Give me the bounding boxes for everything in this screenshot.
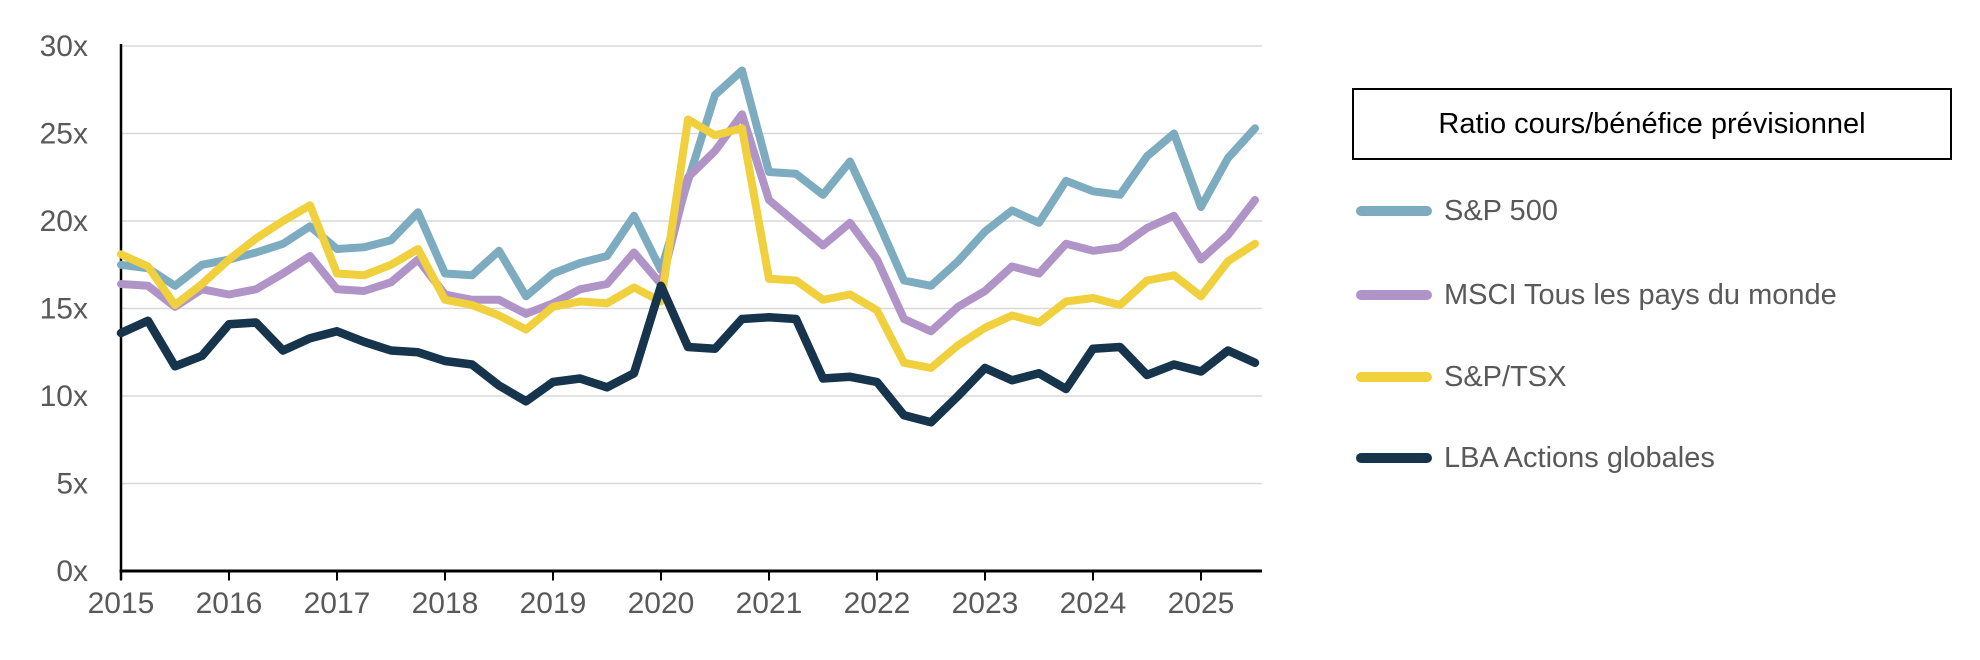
x-axis-tick-label: 2024 — [1060, 587, 1127, 620]
legend-label-sptsx: S&P/TSX — [1444, 360, 1567, 393]
x-axis-tick-label: 2017 — [304, 587, 371, 620]
legend-label-msci-acwi: MSCI Tous les pays du monde — [1444, 278, 1837, 311]
x-axis-tick-label: 2019 — [520, 587, 587, 620]
x-axis-tick-label: 2016 — [196, 587, 263, 620]
y-axis-tick-label: 20x — [40, 205, 88, 238]
legend-item-sptsx: S&P/TSX — [1356, 359, 1567, 395]
y-axis-tick-label: 0x — [56, 555, 88, 588]
chart-legend: Ratio cours/bénéfice prévisionnel S&P 50… — [1352, 0, 1980, 660]
y-axis-tick-label: 25x — [40, 118, 88, 151]
sp500-line-swatch — [1356, 206, 1432, 216]
legend-title-box: Ratio cours/bénéfice prévisionnel — [1352, 88, 1952, 160]
lba-global-equities-line-swatch — [1356, 453, 1432, 463]
x-axis-tick-label: 2022 — [844, 587, 911, 620]
x-axis-tick-label: 2018 — [412, 587, 479, 620]
legend-label-sp500: S&P 500 — [1444, 194, 1558, 227]
series-line-s-p-tsx — [117, 115, 1259, 372]
pe-ratio-line-chart: 0x 5x 10x 15x 20x 25x 30x 2015 2016 2017 2018 2019 2… — [40, 30, 1262, 620]
series-line-lba-actions-globales — [116, 281, 1260, 427]
legend-item-msci-acwi: MSCI Tous les pays du monde — [1356, 277, 1837, 313]
x-axis-tick-label: 2021 — [736, 587, 803, 620]
x-axis-tick-label: 2025 — [1168, 587, 1235, 620]
x-axis-tick-label: 2023 — [952, 587, 1019, 620]
y-axis-tick-label: 10x — [40, 380, 88, 413]
y-axis-tick-label: 15x — [40, 293, 88, 326]
legend-item-sp500: S&P 500 — [1356, 193, 1558, 229]
x-axis-tick-label: 2020 — [628, 587, 695, 620]
y-axis-tick-label: 30x — [40, 30, 88, 63]
y-axis-tick-label: 5x — [56, 468, 88, 501]
legend-item-lba-global-equities: LBA Actions globales — [1356, 440, 1715, 476]
legend-title: Ratio cours/bénéfice prévisionnel — [1438, 107, 1866, 140]
series-line-msci-tous-les-pays-du-monde — [117, 110, 1259, 336]
x-axis-tick-label: 2015 — [88, 587, 155, 620]
legend-label-lba-global-equities: LBA Actions globales — [1444, 441, 1715, 474]
msci-acwi-line-swatch — [1356, 290, 1432, 300]
sptsx-line-swatch — [1356, 372, 1432, 382]
